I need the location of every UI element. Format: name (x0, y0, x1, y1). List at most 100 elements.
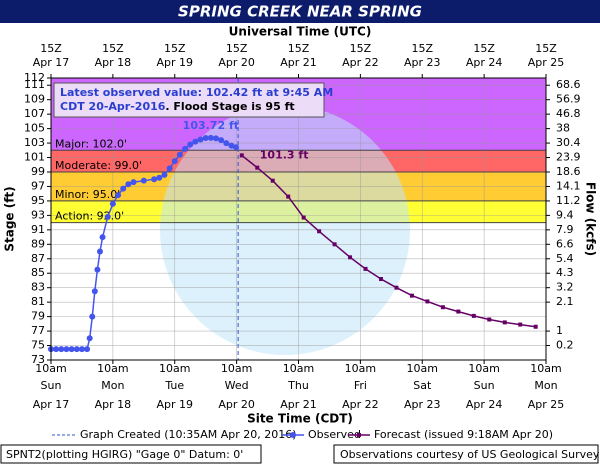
y-tick-label: 77 (31, 324, 45, 337)
threshold-label: Moderate: 99.0' (55, 159, 142, 172)
footer-right: Observations courtesy of US Geological S… (340, 448, 600, 461)
legend-label: Graph Created (10:35AM Apr 20, 2016) (80, 428, 297, 441)
y2-tick-label: 68.6 (556, 78, 581, 91)
observed-point (197, 136, 204, 143)
forecast-point (301, 215, 306, 220)
y-tick-label: 79 (31, 310, 45, 323)
plot-frame (50, 77, 547, 361)
observed-point (171, 158, 178, 165)
x-tick-label: Mon (101, 379, 124, 392)
observed-point (58, 346, 65, 353)
x-tick-label: Apr 21 (280, 398, 317, 411)
x2-tick-label: 15Z (226, 42, 248, 55)
y-tick-label: 83 (31, 281, 45, 294)
observed-point (218, 137, 225, 144)
forecast-point (502, 320, 507, 325)
y2-tick-label: 6.6 (556, 237, 574, 250)
y-tick-label: 87 (31, 252, 45, 265)
y2-tick-label: 5.4 (556, 252, 574, 265)
forecast-point (270, 178, 275, 183)
x2-tick-label: 15Z (40, 42, 62, 55)
latest-text: . Flood Stage is 95 ft (165, 100, 294, 113)
threshold-label: Action: 92.0' (55, 210, 124, 223)
x2-tick-label: Apr 18 (95, 56, 132, 69)
x2-tick-label: Apr 21 (280, 56, 317, 69)
x2-tick-label: 15Z (102, 42, 124, 55)
y2-tick-label: 4.3 (556, 266, 574, 279)
y2-axis-title: Flow (kcfs) (584, 182, 598, 256)
x2-tick-label: Apr 17 (33, 56, 70, 69)
latest-line: CDT 20-Apr-2016. Flood Stage is 95 ft (60, 100, 295, 113)
x-tick-label: 10am (468, 362, 499, 375)
y-tick-label: 85 (31, 266, 45, 279)
y-axis-title: Stage (ft) (3, 186, 17, 251)
latest-box (53, 82, 325, 118)
x2-tick-label: Apr 19 (156, 56, 193, 69)
observed-point (213, 135, 219, 142)
x2-tick-label: 15Z (535, 42, 557, 55)
y-tick-label: 112 (24, 71, 45, 84)
forecast-point (332, 242, 337, 247)
observed-point (96, 248, 103, 255)
observed-point (182, 145, 189, 152)
y2-tick-label: 14.1 (556, 179, 581, 192)
latest-text: CDT 20-Apr-2016 (60, 100, 166, 113)
footer-right-box (333, 444, 599, 464)
x2-axis-title: Universal Time (UTC) (229, 25, 372, 39)
y2-tick-label: 11.2 (556, 194, 581, 207)
observed-point (156, 174, 163, 181)
observed-point (84, 346, 91, 353)
observed-point (207, 134, 214, 141)
forecast-point (487, 317, 492, 322)
x-tick-label: Apr 17 (33, 398, 70, 411)
observed-point (151, 176, 158, 183)
y2-tick-label: 56.9 (556, 93, 581, 106)
forecast-point (471, 313, 476, 318)
x-tick-label: 10am (283, 362, 314, 375)
x2-tick-label: Apr 22 (342, 56, 379, 69)
x-tick-label: Wed (225, 379, 249, 392)
series-line (241, 154, 536, 328)
y-tick-label: 91 (31, 223, 45, 236)
x-tick-label: Sat (413, 379, 432, 392)
legend-swatch (290, 432, 296, 438)
x2-tick-label: 15Z (473, 42, 495, 55)
x-tick-label: 10am (407, 362, 438, 375)
forecast-point (456, 309, 461, 314)
forecast-point (409, 293, 414, 298)
observed-point (78, 346, 85, 353)
legend-label: Forecast (issued 9:18AM Apr 20) (374, 428, 553, 441)
x-tick-label: Thu (287, 379, 309, 392)
forecast-point (239, 153, 244, 158)
y2-tick-label: 3.2 (556, 281, 574, 294)
latest-text: Latest observed value: 102.42 ft at 9:45… (60, 86, 333, 99)
observed-point (140, 177, 147, 184)
observed-point (53, 346, 60, 353)
x-tick-label: Apr 25 (528, 398, 565, 411)
x-tick-label: Apr 23 (404, 398, 441, 411)
y2-tick-label: 9.4 (556, 208, 574, 221)
observed-point (109, 200, 116, 207)
observed-point (63, 346, 70, 353)
y2-tick-label: 7.9 (556, 223, 574, 236)
y-tick-label: 109 (24, 93, 45, 106)
observed-point (161, 171, 168, 178)
observed-point (130, 179, 137, 186)
forecast-point (379, 277, 383, 282)
forecast-point (363, 266, 368, 271)
observed-point (202, 135, 209, 142)
observed-point (94, 266, 101, 273)
observed-point (86, 335, 93, 342)
x2-tick-label: Apr 20 (218, 56, 255, 69)
x-tick-label: Apr 22 (342, 398, 379, 411)
x2-tick-label: 15Z (164, 42, 186, 55)
observed-point (187, 141, 194, 148)
x-tick-label: 10am (345, 362, 376, 375)
y-tick-label: 103 (24, 136, 45, 149)
annotation: 101.3 ft (260, 148, 309, 161)
observed-point (89, 313, 96, 320)
y-tick-label: 95 (31, 194, 45, 207)
observed-point (104, 213, 111, 220)
x-tick-label: 10am (159, 362, 190, 375)
observed-point (73, 346, 80, 353)
